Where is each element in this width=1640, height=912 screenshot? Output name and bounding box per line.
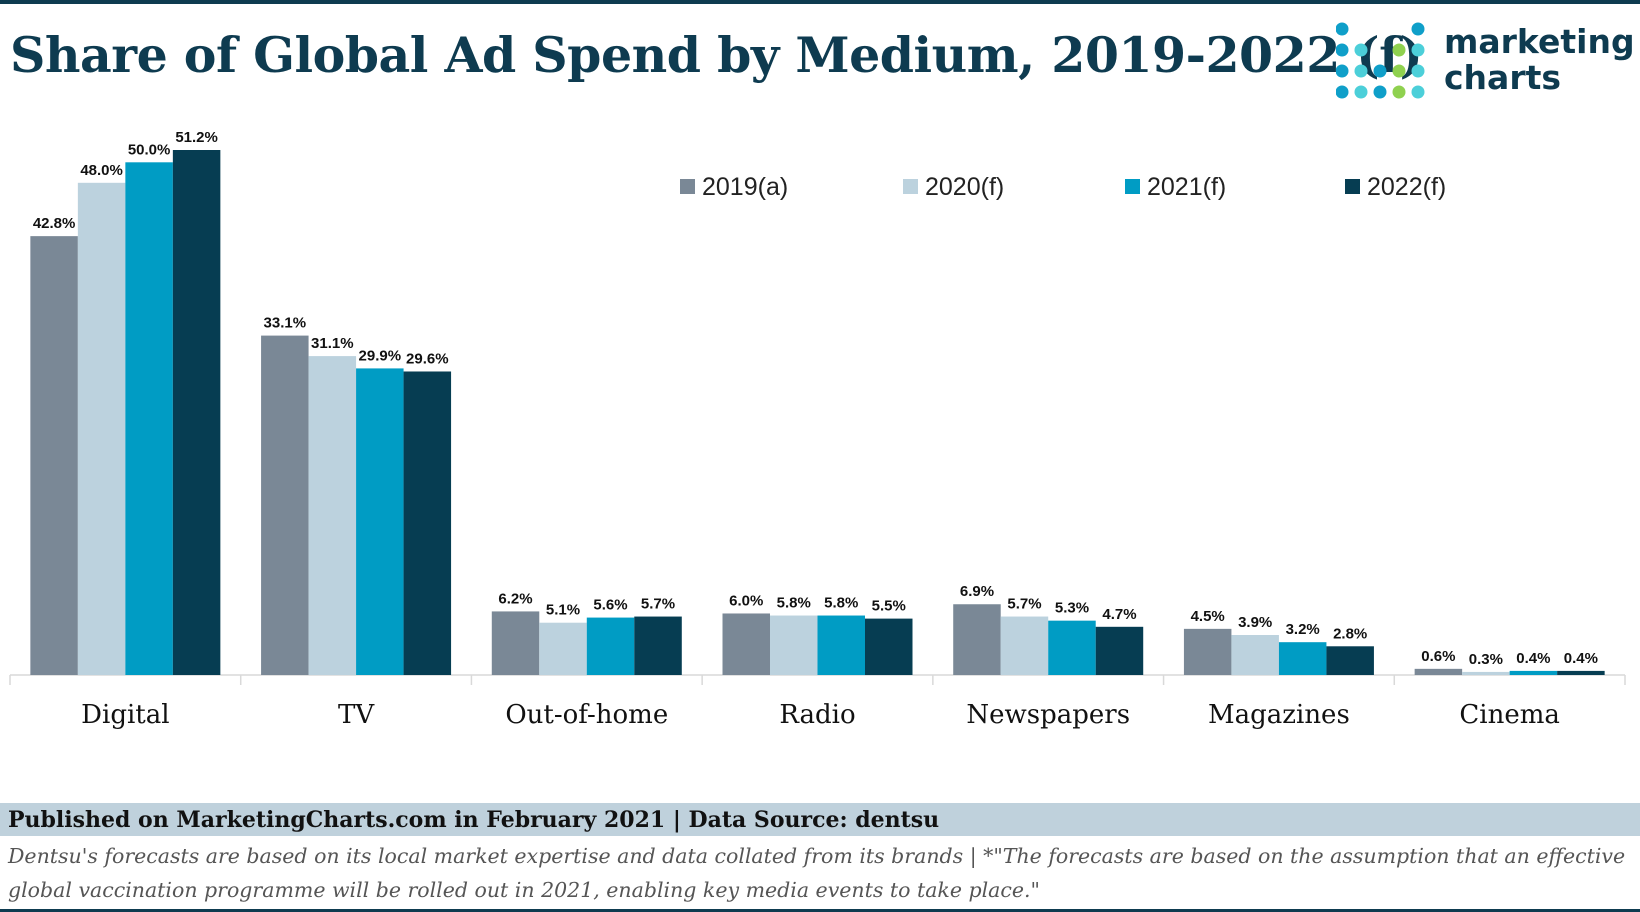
data-label-out-of-home-2020-f: 5.1% [546,602,580,619]
bar-out-of-home-2019-a [491,611,540,675]
data-label-magazines-2019-a: 4.5% [1191,608,1225,625]
footer-note: Dentsu's forecasts are based on its loca… [8,844,1626,902]
bar-newspapers-2019-a [953,604,1001,675]
data-label-tv-2020-f: 31.1% [311,335,354,352]
logo-dot [1335,22,1349,36]
logo-dot [1411,64,1425,78]
bar-radio-2021-f [817,615,865,675]
data-label-newspapers-2020-f: 5.7% [1007,596,1041,613]
data-label-out-of-home-2022-f: 5.7% [641,596,675,613]
bar-newspapers-2020-f [1000,616,1049,675]
logo-dot [1411,22,1425,36]
logo-dot [1373,64,1387,78]
category-label-radio: Radio [779,700,855,730]
category-label-magazines: Magazines [1208,700,1350,730]
legend-label-2020-f: 2020(f) [925,173,1004,201]
top-rule [0,0,1640,4]
data-label-digital-2021-f: 50.0% [128,141,171,158]
category-label-digital: Digital [81,700,169,730]
footer-bar: Published on MarketingCharts.com in Febr… [0,803,1640,836]
logo-dot [1411,43,1425,57]
bar-radio-2020-f [770,615,818,675]
data-label-tv-2021-f: 29.9% [359,347,402,364]
category-label-cinema: Cinema [1459,700,1560,730]
legend-swatch-2022-f [1345,179,1360,194]
data-label-digital-2019-a: 42.8% [33,215,76,232]
logo-dot [1335,43,1349,57]
logo-dot [1354,85,1368,99]
bar-digital-2019-a [30,236,78,675]
data-label-digital-2022-f: 51.2% [175,129,218,146]
bar-newspapers-2021-f [1048,620,1096,675]
data-label-tv-2019-a: 33.1% [264,315,307,332]
bar-magazines-2019-a [1183,628,1232,675]
bar-out-of-home-2020-f [539,622,587,675]
bar-cinema-2020-f [1462,671,1510,675]
bar-magazines-2020-f [1231,635,1279,675]
legend-swatch-2021-f [1125,179,1140,194]
logo-dot [1335,85,1349,99]
bar-magazines-2022-f [1326,646,1374,675]
legend: 2019(a) 2020(f) 2021(f) 2022(f) [680,173,1446,201]
logo-dot [1392,43,1406,57]
footer-published: Published on MarketingCharts.com in Febr… [8,807,940,833]
data-label-cinema-2020-f: 0.3% [1469,651,1503,668]
logo-dot [1411,85,1425,99]
data-label-newspapers-2021-f: 5.3% [1055,600,1089,617]
bottom-rule [0,909,1640,912]
bar-cinema-2019-a [1414,668,1463,675]
bar-digital-2020-f [77,182,126,675]
data-label-out-of-home-2019-a: 6.2% [498,590,532,607]
data-label-tv-2022-f: 29.6% [406,350,449,367]
bar-magazines-2021-f [1278,642,1327,675]
bar-tv-2021-f [356,368,404,675]
data-label-magazines-2020-f: 3.9% [1238,614,1272,631]
data-label-magazines-2022-f: 2.8% [1333,625,1367,642]
data-label-newspapers-2019-a: 6.9% [960,583,994,600]
marketingcharts-logo: marketing charts [1335,22,1636,102]
logo-dot [1392,64,1406,78]
legend-label-2022-f: 2022(f) [1367,173,1446,201]
logo-text-marketing: marketing [1444,22,1635,61]
logo-text-charts: charts [1444,58,1562,97]
legend-label-2019-a: 2019(a) [702,173,788,201]
chart-title: Share of Global Ad Spend by Medium, 2019… [10,26,1423,84]
bar-newspapers-2022-f [1095,626,1144,675]
logo-dot [1335,64,1349,78]
bar-cinema-2021-f [1509,670,1558,675]
logo-dot [1354,43,1368,57]
data-label-cinema-2022-f: 0.4% [1564,650,1598,667]
data-label-radio-2019-a: 6.0% [729,592,763,609]
bar-tv-2019-a [261,335,309,675]
bar-cinema-2022-f [1557,670,1605,675]
category-label-tv: TV [338,700,375,730]
data-label-out-of-home-2021-f: 5.6% [593,597,627,614]
data-label-cinema-2021-f: 0.4% [1516,650,1550,667]
data-label-radio-2020-f: 5.8% [777,595,811,612]
logo-dot [1392,85,1406,99]
legend-swatch-2019-a [680,179,695,194]
legend-label-2021-f: 2021(f) [1147,173,1226,201]
bar-out-of-home-2022-f [634,616,682,675]
logo-dot [1373,85,1387,99]
logo-dot [1354,64,1368,78]
data-label-digital-2020-f: 48.0% [80,162,123,179]
bar-radio-2022-f [865,618,913,675]
bar-tv-2020-f [308,356,357,675]
logo-dots-icon [1335,22,1425,99]
data-label-newspapers-2022-f: 4.7% [1102,606,1136,623]
data-label-magazines-2021-f: 3.2% [1286,621,1320,638]
bar-digital-2022-f [172,150,221,675]
legend-swatch-2020-f [903,179,918,194]
bar-chart: 42.8% 48.0% 50.0%51.2% 33.1%31.1% 29.9% 29.6%… [9,129,1626,730]
bar-radio-2019-a [722,613,770,675]
bar-out-of-home-2021-f [586,617,635,675]
category-label-newspapers: Newspapers [966,700,1130,730]
data-label-radio-2022-f: 5.5% [872,598,906,615]
data-label-cinema-2019-a: 0.6% [1421,648,1455,665]
bar-tv-2022-f [403,371,452,675]
category-label-out-of-home: Out-of-home [505,700,668,730]
data-label-radio-2021-f: 5.8% [824,595,858,612]
bar-digital-2021-f [125,162,173,675]
